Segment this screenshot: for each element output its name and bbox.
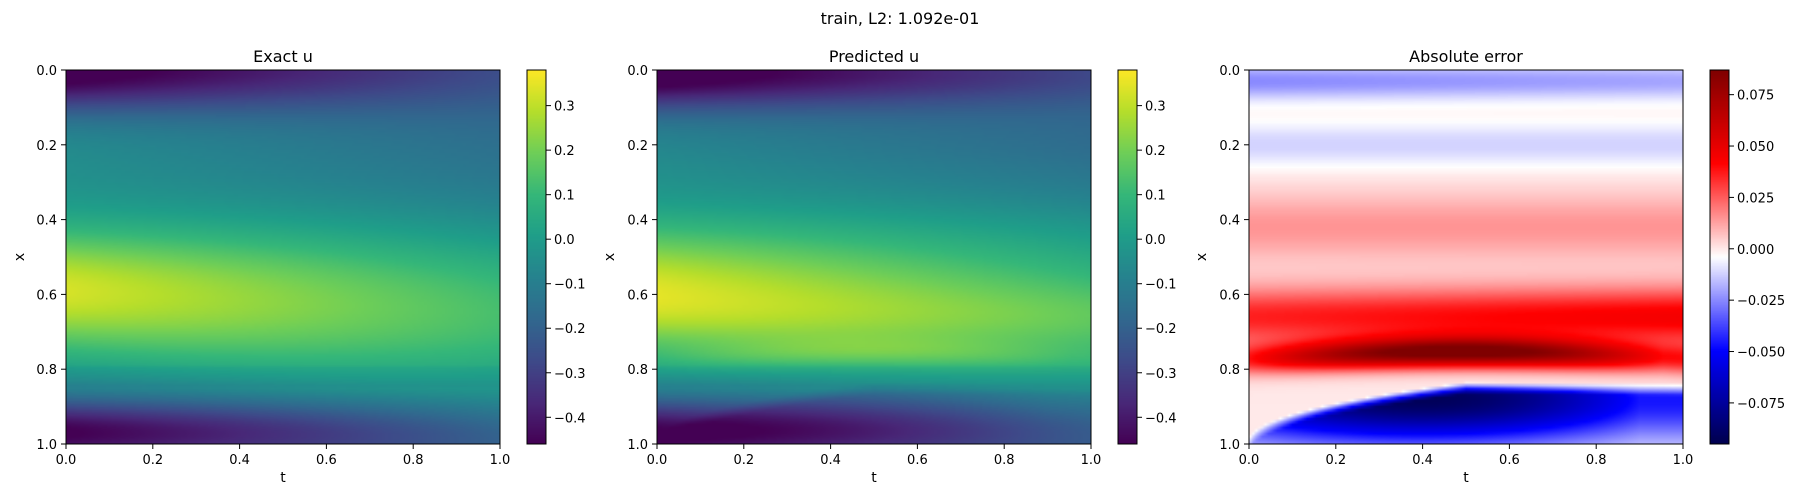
y-tick-label: 1.0: [627, 438, 648, 453]
colorbar-tick-label: 0.3: [1145, 100, 1166, 115]
x-tick-label: 0.4: [229, 453, 250, 468]
x-tick-label: 0.0: [1239, 453, 1260, 468]
y-tick-label: 0.0: [1219, 64, 1240, 79]
y-tick-label: 0.8: [36, 363, 57, 378]
y-tick-label: 0.2: [1219, 139, 1240, 154]
colorbar-tick-label: −0.025: [1737, 294, 1785, 309]
colorbar-tick-label: −0.3: [554, 367, 586, 382]
colorbar-tick-label: 0.025: [1737, 191, 1774, 206]
colorbar-ticks: 0.3 0.2 0.1 0.0 −0.1 −0.2 −0.3 −0.4: [546, 100, 586, 426]
x-tick-label: 0.2: [1325, 453, 1346, 468]
x-axis-label: t: [1463, 470, 1469, 486]
colorbar-tick-label: 0.0: [554, 233, 575, 248]
colorbar-tick-label: 0.000: [1737, 243, 1774, 258]
y-axis-label: x: [1194, 253, 1210, 261]
colorbar-tick-label: −0.4: [554, 411, 586, 426]
colorbar-tick-label: 0.2: [1145, 144, 1166, 159]
x-axis-label: t: [871, 470, 877, 486]
x-tick-label: 1.0: [1673, 453, 1694, 468]
colorbar-tick-label: −0.1: [554, 278, 586, 293]
x-tick-label: 0.0: [56, 453, 77, 468]
y-tick-label: 1.0: [36, 438, 57, 453]
panel-title: Predicted u: [829, 47, 919, 66]
panel-error: Absolute error 0.0 0.2 0.4 0.6 0.8 1.0 0.0 0.2…: [1194, 47, 1785, 486]
colorbar-frame: [526, 69, 547, 445]
colorbar-tick-label: 0.1: [1145, 189, 1166, 204]
colorbar-ticks: 0.3 0.2 0.1 0.0 −0.1 −0.2 −0.3 −0.4: [1137, 100, 1177, 426]
heatmap-image: [66, 70, 500, 444]
x-tick-label: 0.0: [647, 453, 668, 468]
x-tick-label: 0.8: [403, 453, 424, 468]
heatmap-image: [657, 70, 1091, 444]
x-tick-label: 0.2: [142, 453, 163, 468]
y-tick-label: 0.6: [1219, 288, 1240, 303]
y-tick-label: 0.0: [36, 64, 57, 79]
colorbar-tick-label: 0.1: [554, 189, 575, 204]
y-tick-label: 0.4: [36, 214, 57, 229]
y-axis-label: x: [602, 253, 618, 261]
colorbar-image: [1118, 70, 1137, 444]
y-ticks: 0.0 0.2 0.4 0.6 0.8 1.0: [36, 64, 66, 453]
y-tick-label: 0.2: [36, 139, 57, 154]
colorbar-tick-label: −0.2: [1145, 322, 1177, 337]
figure-suptitle: train, L2: 1.092e-01: [821, 9, 980, 28]
colorbar-tick-label: −0.4: [1145, 411, 1177, 426]
colorbar-ticks: 0.075 0.050 0.025 0.000 −0.025 −0.050 −0.075: [1729, 89, 1785, 412]
x-tick-label: 0.6: [1499, 453, 1520, 468]
colorbar-tick-label: −0.3: [1145, 367, 1177, 382]
x-tick-label: 0.4: [820, 453, 841, 468]
x-tick-label: 0.6: [907, 453, 928, 468]
y-tick-label: 1.0: [1219, 438, 1240, 453]
y-tick-label: 0.8: [1219, 363, 1240, 378]
y-tick-label: 0.0: [627, 64, 648, 79]
panel-title: Absolute error: [1409, 47, 1523, 66]
y-tick-label: 0.2: [627, 139, 648, 154]
panel-title: Exact u: [253, 47, 313, 66]
colorbar-tick-label: 0.050: [1737, 140, 1774, 155]
colorbar-tick-label: −0.050: [1737, 346, 1785, 361]
y-axis-label: x: [12, 253, 28, 261]
colorbar-tick-label: 0.075: [1737, 89, 1774, 104]
colorbar-tick-label: 0.3: [554, 100, 575, 115]
x-tick-label: 1.0: [490, 453, 511, 468]
x-tick-label: 0.4: [1412, 453, 1433, 468]
x-tick-label: 0.8: [1586, 453, 1607, 468]
x-ticks: 0.0 0.2 0.4 0.6 0.8 1.0: [56, 444, 511, 468]
heatmap-image: [1249, 70, 1683, 444]
y-ticks: 0.0 0.2 0.4 0.6 0.8 1.0: [627, 64, 657, 453]
y-tick-label: 0.4: [1219, 214, 1240, 229]
x-ticks: 0.0 0.2 0.4 0.6 0.8 1.0: [1239, 444, 1694, 468]
y-tick-label: 0.8: [627, 363, 648, 378]
plot-frame: [656, 69, 1092, 445]
plot-frame: [1248, 69, 1684, 445]
y-tick-label: 0.4: [627, 214, 648, 229]
colorbar-tick-label: −0.075: [1737, 397, 1785, 412]
y-ticks: 0.0 0.2 0.4 0.6 0.8 1.0: [1219, 64, 1249, 453]
colorbar-tick-label: 0.2: [554, 144, 575, 159]
colorbar-tick-label: −0.1: [1145, 278, 1177, 293]
x-ticks: 0.0 0.2 0.4 0.6 0.8 1.0: [647, 444, 1102, 468]
colorbar-image: [1710, 70, 1729, 444]
y-tick-label: 0.6: [36, 288, 57, 303]
colorbar-frame: [1117, 69, 1138, 445]
colorbar-image: [527, 70, 546, 444]
colorbar-frame: [1709, 69, 1730, 445]
x-tick-label: 0.2: [733, 453, 754, 468]
x-tick-label: 1.0: [1081, 453, 1102, 468]
panel-exact: Exact u 0.0 0.2 0.4 0.6 0.8 1.0 0.00.20.40.60…: [12, 47, 586, 486]
y-tick-label: 0.6: [627, 288, 648, 303]
colorbar-tick-label: 0.0: [1145, 233, 1166, 248]
panel-predicted: Predicted u 0.0 0.2 0.4 0.6 0.8 1.0 0.0 0.2 0.4…: [602, 47, 1177, 486]
x-axis-label: t: [280, 470, 286, 486]
plot-frame: [65, 69, 501, 445]
colorbar-tick-label: −0.2: [554, 322, 586, 337]
x-tick-label: 0.6: [316, 453, 337, 468]
x-tick-label: 0.8: [994, 453, 1015, 468]
